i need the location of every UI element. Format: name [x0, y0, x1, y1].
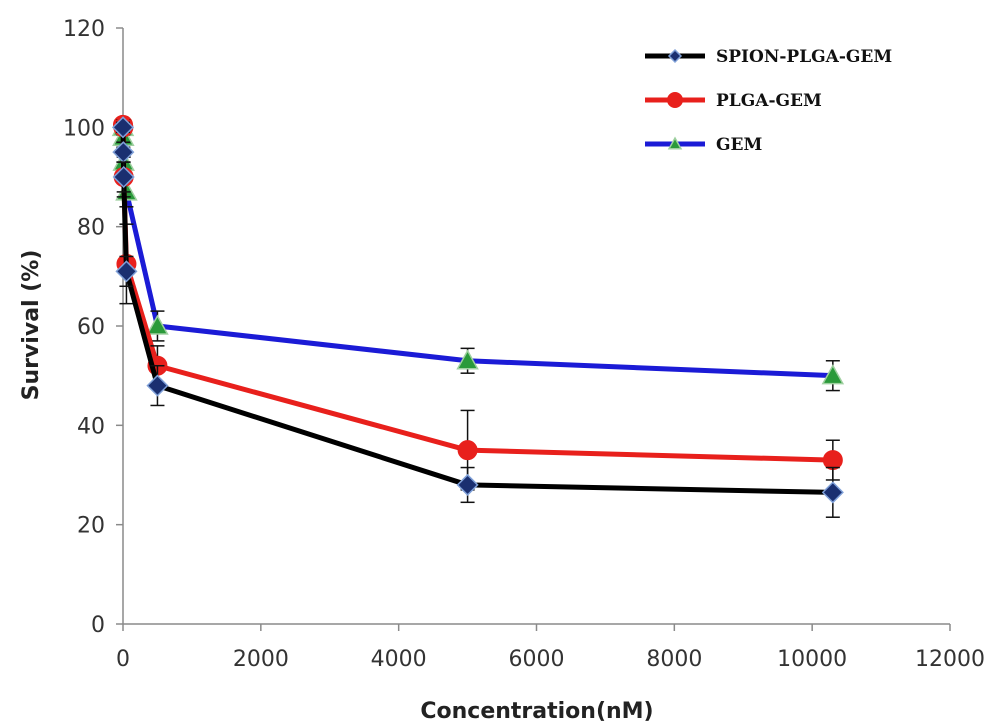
- series-plga-gem: [113, 114, 843, 491]
- legend-label: GEM: [716, 135, 762, 155]
- x-tick-label: 0: [116, 647, 130, 672]
- data-point: [146, 374, 169, 397]
- y-tick-label: 40: [77, 414, 105, 439]
- legend-entry: PLGA-GEM: [645, 91, 822, 111]
- x-axis-title: Concentration(nM): [420, 699, 653, 724]
- legend-marker: [667, 48, 683, 64]
- y-tick-label: 100: [63, 116, 105, 141]
- y-tick-label: 80: [77, 216, 105, 241]
- legend: SPION-PLGA-GEM PLGA-GEM GEM: [645, 47, 892, 155]
- x-tick-label: 2000: [233, 647, 289, 672]
- axes: 0 20 40 60 80 100 120 0 2000 4000 6000 8000 10000 120…: [63, 17, 985, 672]
- data-point: [456, 473, 479, 496]
- data-point: [457, 440, 478, 461]
- series-line: [120, 127, 833, 379]
- data-point: [146, 314, 169, 335]
- y-tick-label: 20: [77, 514, 105, 539]
- data-point: [456, 349, 479, 370]
- legend-entry: GEM: [645, 135, 762, 155]
- series-line: [120, 127, 833, 495]
- legend-marker: [667, 136, 683, 150]
- data-point: [115, 260, 138, 283]
- legend-label: SPION-PLGA-GEM: [716, 47, 892, 67]
- x-tick-label: 8000: [646, 647, 702, 672]
- series-layer: [111, 114, 845, 518]
- x-tick-label: 10000: [777, 647, 847, 672]
- x-tick-label: 12000: [915, 647, 985, 672]
- series-spion-plga-gem: [111, 116, 844, 518]
- y-tick-label: 120: [63, 17, 105, 42]
- x-tick-label: 6000: [509, 647, 565, 672]
- legend-label: PLGA-GEM: [716, 91, 822, 111]
- y-tick-label: 0: [91, 613, 105, 638]
- y-axis-title: Survival (%): [19, 250, 44, 401]
- data-point: [822, 450, 843, 471]
- series-gem: [111, 115, 845, 392]
- y-tick-label: 60: [77, 315, 105, 340]
- data-point: [112, 165, 135, 189]
- x-tick-label: 4000: [371, 647, 427, 672]
- data-point: [821, 364, 845, 385]
- data-point: [111, 116, 135, 139]
- data-point: [821, 481, 844, 504]
- legend-entry: SPION-PLGA-GEM: [645, 47, 892, 67]
- legend-marker: [667, 92, 683, 108]
